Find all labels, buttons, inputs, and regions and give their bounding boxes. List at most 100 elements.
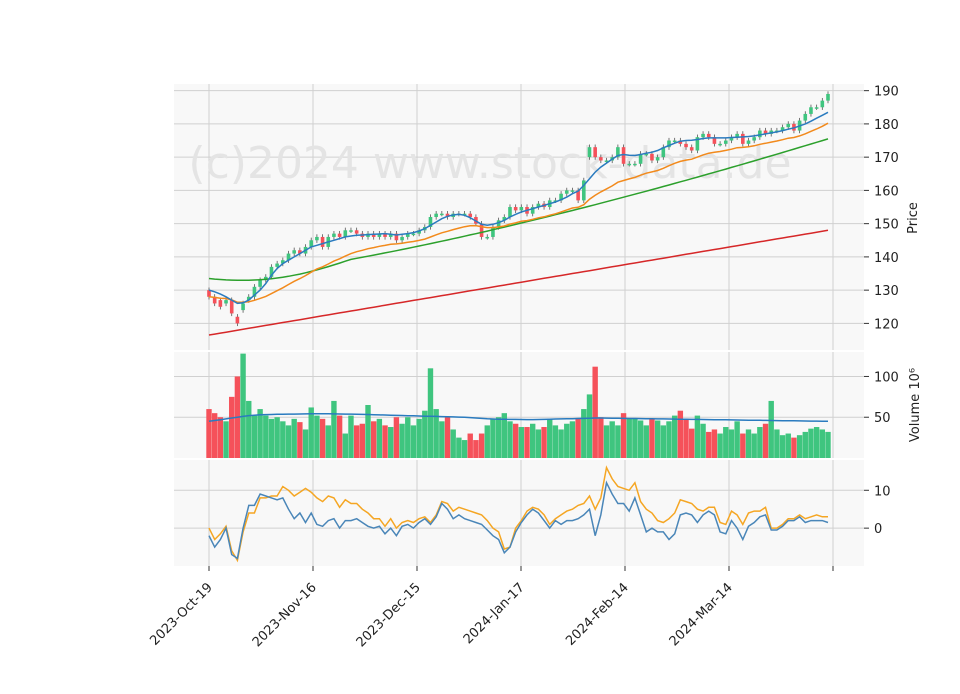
candle-body bbox=[587, 147, 592, 158]
volume-bar bbox=[314, 415, 320, 458]
volume-bar bbox=[547, 418, 553, 458]
volume-bar bbox=[490, 418, 496, 458]
price-panel-bg bbox=[174, 84, 864, 350]
candle-body bbox=[604, 160, 609, 162]
volume-bar bbox=[666, 421, 672, 458]
candle-body bbox=[530, 207, 535, 214]
candle-body bbox=[263, 276, 268, 281]
candle-body bbox=[672, 140, 677, 143]
candle-body bbox=[400, 236, 404, 241]
volume-bar bbox=[723, 427, 729, 458]
volume-bar bbox=[427, 368, 434, 458]
volume-bar bbox=[745, 429, 752, 458]
volume-bar bbox=[762, 423, 769, 458]
volume-bar bbox=[808, 428, 814, 458]
volume-bar bbox=[370, 421, 377, 458]
volume-bar bbox=[274, 417, 280, 458]
volume-bar bbox=[575, 418, 581, 458]
volume-bar bbox=[217, 417, 224, 458]
volume-bar bbox=[353, 425, 360, 458]
candle-body bbox=[758, 130, 762, 138]
candle-body bbox=[820, 100, 825, 108]
volume-bar bbox=[331, 400, 337, 458]
volume-bar bbox=[683, 418, 689, 458]
x-tick-label: 2023-Nov-16 bbox=[250, 580, 320, 650]
osc-tick-label: 10 bbox=[874, 484, 891, 499]
volume-bar bbox=[291, 418, 297, 458]
candle-body bbox=[650, 153, 654, 161]
volume-bar bbox=[643, 425, 649, 458]
volume-bar bbox=[246, 400, 252, 458]
candle-body bbox=[246, 296, 251, 301]
volume-bar bbox=[484, 425, 490, 458]
volume-bar bbox=[569, 421, 576, 458]
candle-body bbox=[689, 147, 694, 151]
volume-bar bbox=[785, 433, 791, 458]
volume-bar bbox=[728, 429, 735, 458]
price-tick-label: 170 bbox=[874, 151, 899, 166]
volume-bar bbox=[393, 417, 400, 458]
volume-bar bbox=[365, 405, 371, 458]
volume-bar bbox=[609, 421, 615, 458]
candle-body bbox=[388, 233, 393, 237]
candle-body bbox=[655, 157, 660, 161]
candle-body bbox=[468, 213, 473, 217]
candle-body bbox=[428, 217, 433, 227]
candle-body bbox=[343, 230, 348, 237]
volume-bar bbox=[280, 421, 286, 458]
volume-bar bbox=[263, 415, 269, 458]
candle-body bbox=[349, 230, 353, 232]
ma-200-line bbox=[208, 229, 829, 336]
volume-bar bbox=[308, 407, 314, 458]
price-tick-label: 130 bbox=[874, 284, 899, 299]
candle-body bbox=[229, 300, 234, 314]
candle-body bbox=[320, 236, 325, 247]
volume-bar bbox=[791, 437, 797, 458]
volume-bar bbox=[740, 433, 746, 458]
price-tick-label: 190 bbox=[874, 85, 899, 100]
candle-body bbox=[576, 190, 580, 201]
volume-bar bbox=[223, 421, 229, 458]
candle-body bbox=[599, 157, 603, 161]
candle-body bbox=[485, 236, 490, 239]
ma-mid-line bbox=[208, 122, 829, 304]
candle-body bbox=[298, 250, 302, 254]
candle-body bbox=[332, 233, 336, 237]
volume-bar bbox=[302, 429, 309, 458]
candle-body bbox=[741, 133, 745, 144]
volume-bar bbox=[558, 429, 564, 458]
candle-body bbox=[678, 140, 683, 144]
price-tick-label: 180 bbox=[874, 118, 899, 133]
volume-bar bbox=[359, 423, 366, 458]
candle-body bbox=[706, 133, 711, 138]
volume-bar bbox=[774, 429, 780, 458]
volume-bar bbox=[802, 431, 808, 458]
volume-bar bbox=[529, 423, 536, 458]
volume-bar bbox=[439, 421, 445, 458]
volume-bar bbox=[586, 394, 593, 458]
volume-bar bbox=[507, 421, 513, 458]
volume-bar bbox=[456, 437, 462, 458]
osc-fast-line bbox=[208, 480, 829, 560]
candle-body bbox=[394, 233, 399, 241]
candle-body bbox=[735, 133, 739, 138]
candle-body bbox=[513, 207, 518, 211]
volume-bar bbox=[564, 423, 570, 458]
volume-tick-label: 50 bbox=[874, 411, 891, 426]
volume-bar bbox=[711, 429, 718, 458]
candle-body bbox=[627, 163, 632, 166]
volume-bar bbox=[285, 425, 292, 458]
volume-ma-line bbox=[208, 412, 829, 423]
volume-bar bbox=[637, 420, 644, 458]
candle-body bbox=[462, 213, 467, 216]
volume-bar bbox=[677, 410, 684, 458]
volume-bar bbox=[615, 425, 621, 458]
candle-body bbox=[553, 200, 558, 202]
volume-bar bbox=[779, 435, 786, 458]
volume-bar bbox=[649, 418, 655, 458]
volume-panel bbox=[206, 353, 831, 458]
candle-body bbox=[621, 147, 626, 164]
candle-body bbox=[763, 130, 768, 134]
candle-body bbox=[434, 213, 438, 217]
candle-body bbox=[479, 223, 484, 237]
